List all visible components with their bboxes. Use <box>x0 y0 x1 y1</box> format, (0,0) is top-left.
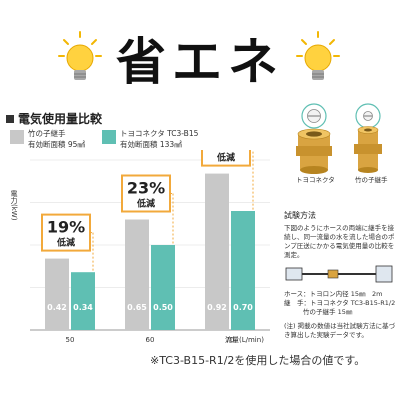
joint-spec-1: 継 手：トヨコネクタ TC3-B15-R1/2 <box>284 299 396 307</box>
reduction-callout-box <box>121 174 171 213</box>
footnote: (注) 掲載の数値は当社試験方法に基づき算出した実験データです。 <box>284 322 396 339</box>
bar-series-2-60 <box>151 245 175 330</box>
bar-series-1-70 <box>205 173 229 330</box>
toyo-connector-caption: トヨコネクタ <box>296 176 335 184</box>
reduction-label: 低減 <box>216 152 235 164</box>
reduction-percent: 23% <box>127 179 165 198</box>
bar-series-1-60 <box>125 219 149 330</box>
x-axis-label: 流量(L/min) <box>225 335 264 344</box>
headline: 省エネ <box>116 33 284 91</box>
legend-line-1: トヨコネクタ TC3-B15 <box>120 129 199 138</box>
fittings-illustration <box>296 103 382 174</box>
legend-swatch-series-2 <box>102 130 116 144</box>
legend-line-1: 竹の子継手 <box>28 129 66 138</box>
pump-icon <box>285 267 303 281</box>
data-label: 0.42 <box>47 303 67 312</box>
reduction-percent: 24% <box>207 150 245 152</box>
bar-series-1-50 <box>45 258 69 330</box>
reduction-callout-box <box>201 150 251 167</box>
bottom-note: ※TC3-B15-R1/2を使用した場合の値です。 <box>150 354 366 367</box>
reduction-percent: 19% <box>47 218 85 237</box>
toyo-connector-image <box>296 103 332 174</box>
x-tick-label: 70 <box>226 336 235 344</box>
y-axis-label: 電力(kW) <box>10 190 18 221</box>
data-label: 0.34 <box>73 303 93 312</box>
data-label: 0.92 <box>207 303 227 312</box>
data-label: 0.65 <box>127 303 147 312</box>
legend-entry-series-2: トヨコネクタ TC3-B15 有効断面積 133㎟ <box>120 128 198 150</box>
tank-icon <box>375 265 393 283</box>
square-bullet-icon <box>6 115 14 123</box>
legend-swatch-series-1 <box>10 130 24 144</box>
joint-spec-2: 竹の子継手 15㎜ <box>303 308 353 316</box>
test-method-title: 試験方法 <box>284 211 316 220</box>
legend-entry-series-1: 竹の子継手 有効断面積 95㎟ <box>28 128 85 150</box>
section-title: 電気使用量比較 <box>6 110 102 127</box>
x-tick-label: 50 <box>66 336 75 344</box>
data-label: 0.70 <box>233 303 253 312</box>
section-title-text: 電気使用量比較 <box>18 112 103 126</box>
bar-series-2-50 <box>71 272 95 330</box>
bar-series-2-70 <box>231 211 255 330</box>
reduction-callout-box <box>41 213 91 252</box>
x-tick-label: 60 <box>146 336 155 344</box>
reduction-label: 低減 <box>136 198 155 210</box>
bar-chart: 50 60 70 0.42 0.34 0.65 0.50 0.92 0.70 19%低減23%… <box>10 150 270 344</box>
bamboo-joint-image <box>354 103 382 173</box>
test-method-text: 下図のようにホースの両端に継手を接続し、同一流量の水を流した場合のポンプ圧送にか… <box>284 224 395 259</box>
bulb-right-icon <box>296 30 340 92</box>
test-diagram <box>285 265 393 283</box>
bulb-left-icon <box>58 30 102 92</box>
legend-line-2: 有効断面積 95㎟ <box>28 140 85 149</box>
legend-line-2: 有効断面積 133㎟ <box>120 140 182 149</box>
data-label: 0.50 <box>153 303 173 312</box>
bamboo-joint-caption: 竹の子継手 <box>355 176 388 184</box>
reduction-label: 低減 <box>56 237 75 249</box>
hose-spec: ホース：トヨロン内径 15㎜ 2m <box>284 290 383 298</box>
